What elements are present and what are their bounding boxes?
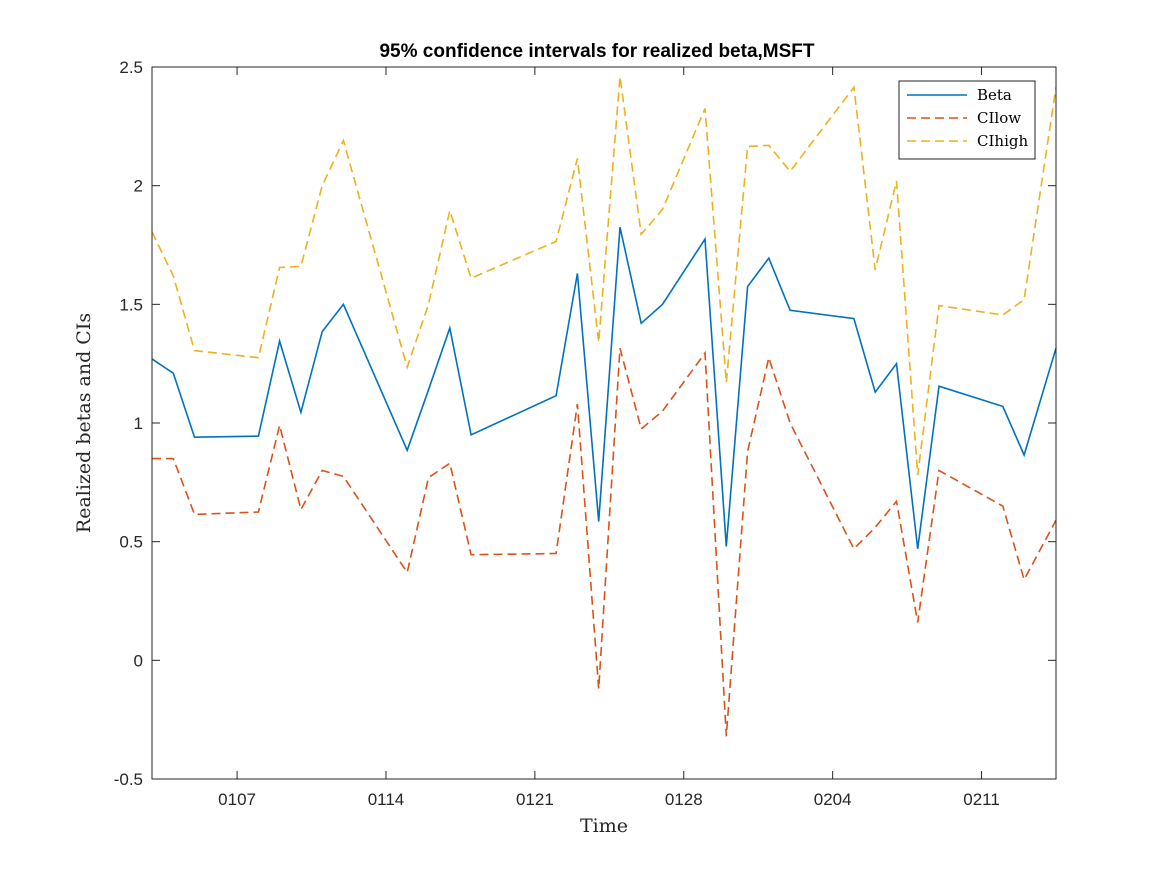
chart-title: 95% confidence intervals for realized be… — [379, 41, 814, 62]
legend-label-beta: Beta — [977, 86, 1012, 104]
x-tick-label: 0114 — [368, 790, 405, 809]
x-tick-label: 0204 — [814, 790, 852, 809]
x-tick-label: 0121 — [516, 790, 554, 809]
series-line-beta — [151, 227, 1057, 549]
x-tick-label: 0128 — [665, 790, 703, 809]
y-tick-label: 0 — [134, 651, 143, 670]
ticks-layer: -0.5 0 0.5 1 1.5 2 2.5 0107 0114 0121 0128 0204 0211 — [114, 58, 1056, 809]
x-tick-label: 0107 — [218, 790, 256, 809]
legend-label-cihigh: CIhigh — [977, 132, 1028, 150]
series-line-cihigh — [151, 76, 1057, 476]
x-axis-label: Time — [580, 815, 628, 837]
y-tick-label: 2.5 — [119, 58, 143, 77]
legend-box — [898, 80, 1036, 160]
y-tick-label: 1.5 — [119, 295, 143, 314]
x-tick-label: 0211 — [963, 790, 1000, 809]
legend-label-cilow: CIlow — [977, 109, 1021, 127]
plot-area — [152, 67, 1056, 779]
series-line-cilow — [152, 347, 1057, 737]
y-tick-label: -0.5 — [114, 770, 143, 789]
y-tick-label: 1 — [134, 414, 143, 433]
y-axis-label: Realized betas and CIs — [73, 313, 95, 533]
legend: Beta CIlow CIhigh — [898, 80, 1036, 160]
y-tick-label: 0.5 — [119, 533, 143, 552]
series-layer — [151, 76, 1057, 737]
y-tick-label: 2 — [134, 177, 143, 196]
